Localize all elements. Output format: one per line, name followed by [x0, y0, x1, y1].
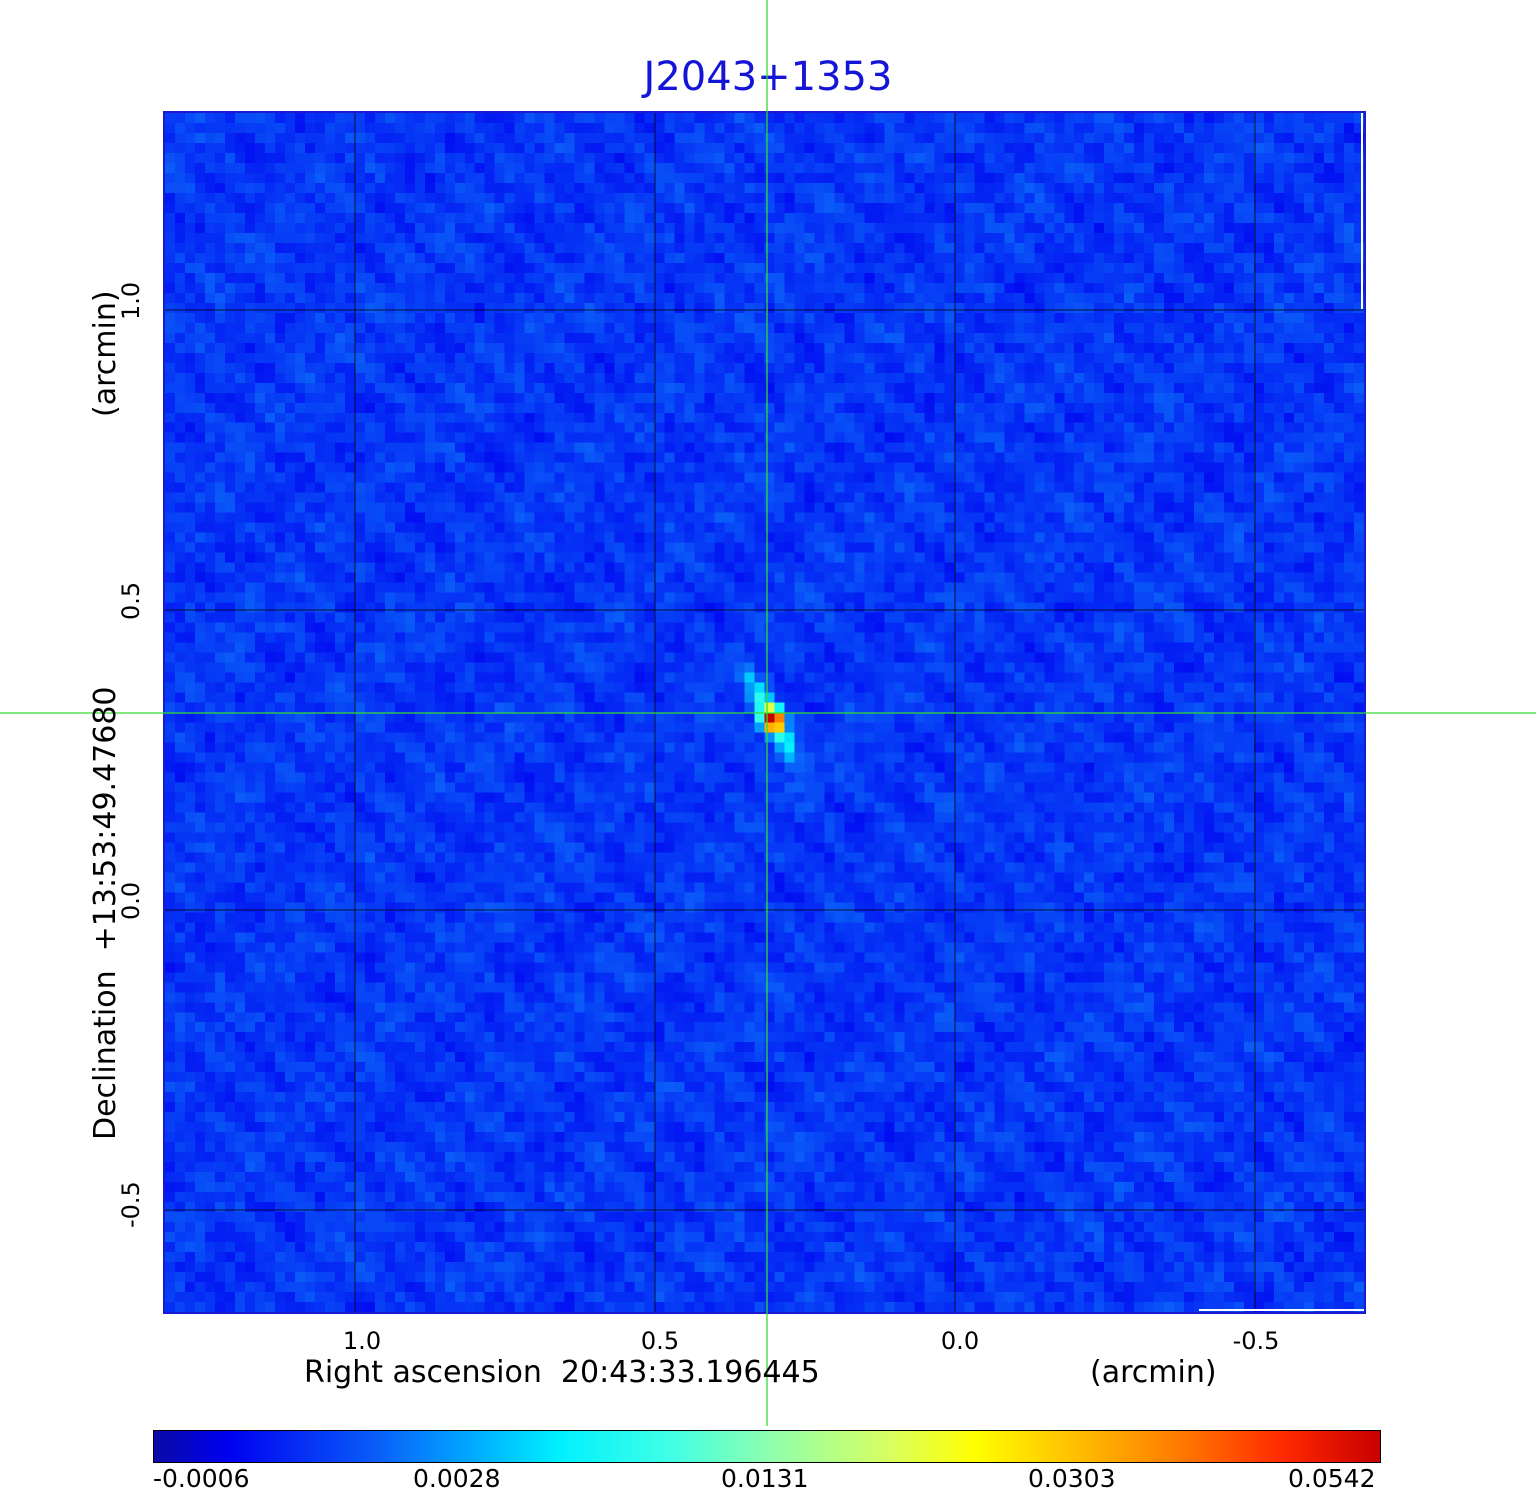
- sky-image[interactable]: [163, 111, 1366, 1314]
- x-tick--0.5: -0.5: [1232, 1327, 1280, 1355]
- x-tick-0.5: 0.5: [640, 1327, 680, 1355]
- colorbar-tick-3: 0.0303: [1028, 1464, 1116, 1493]
- colorbar-tick-4: 0.0542: [1288, 1464, 1376, 1493]
- plot-title: J2043+1353: [643, 54, 893, 100]
- y-axis-unit: (arcmin): [88, 290, 123, 417]
- x-axis-label: Right ascension 20:43:33.196445: [304, 1355, 820, 1390]
- colorbar-tick-2: 0.0131: [721, 1464, 809, 1493]
- y-tick--0.5: -0.5: [117, 1181, 145, 1228]
- colorbar: [153, 1430, 1381, 1463]
- y-axis-label: Declination +13:53:49.47680: [88, 686, 123, 1140]
- y-tick-0.5: 0.5: [117, 581, 145, 620]
- colorbar-tick-1: 0.0028: [413, 1464, 501, 1493]
- x-axis-unit: (arcmin): [1090, 1355, 1217, 1390]
- colorbar-tick-0: -0.0006: [153, 1464, 250, 1493]
- coordinate-grid: [165, 113, 1364, 1312]
- x-tick-1.0: 1.0: [342, 1327, 382, 1355]
- x-tick-0.0: 0.0: [940, 1327, 980, 1355]
